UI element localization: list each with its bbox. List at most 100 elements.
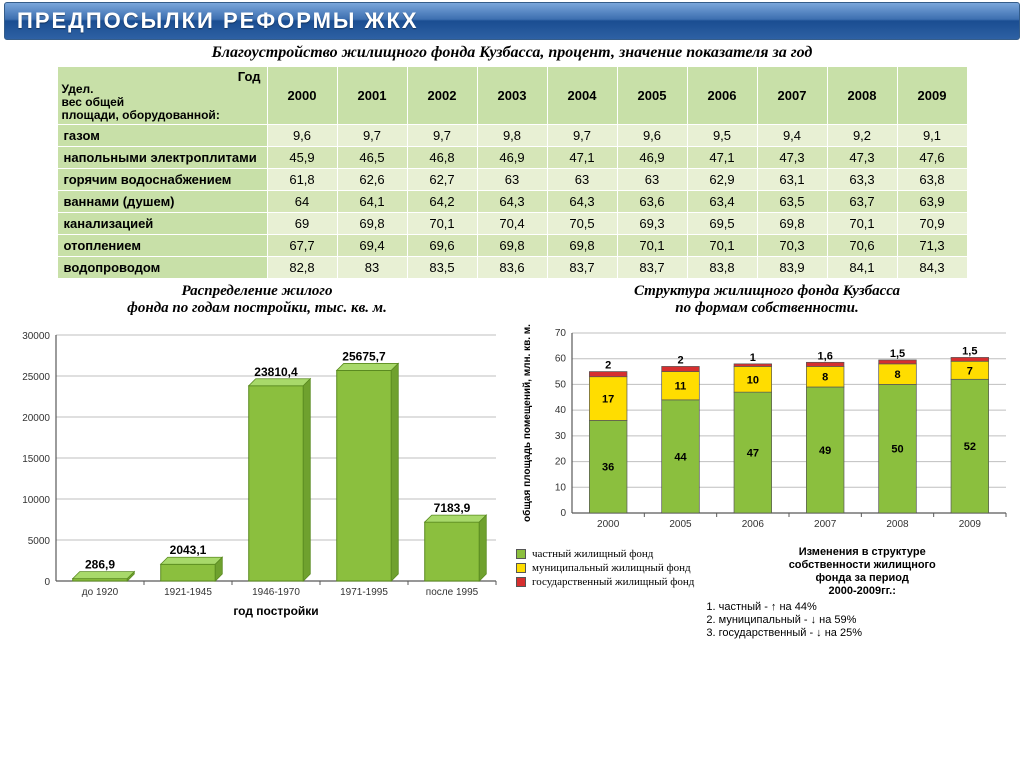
table-cell: 9,7 <box>547 125 617 147</box>
table-cell: 47,3 <box>757 147 827 169</box>
table-cell: 69,5 <box>687 213 757 235</box>
row-label: канализацией <box>57 213 267 235</box>
svg-text:после 1995: после 1995 <box>426 587 479 598</box>
table-cell: 64,3 <box>547 191 617 213</box>
table-cell: 64,3 <box>477 191 547 213</box>
table-cell: 63 <box>547 169 617 191</box>
table-cell: 69 <box>267 213 337 235</box>
table-cell: 9,7 <box>337 125 407 147</box>
table-cell: 61,8 <box>267 169 337 191</box>
year-header: 2006 <box>687 67 757 125</box>
row-label: водопроводом <box>57 257 267 279</box>
chart2-panel: Структура жилищного фонда Кузбассапо фор… <box>516 283 1018 640</box>
legend-item: муниципальный жилищный фонд <box>516 562 694 574</box>
legend-item: частный жилищный фонд <box>516 548 694 560</box>
row-label: ваннами (душем) <box>57 191 267 213</box>
table-cell: 64,1 <box>337 191 407 213</box>
table-cell: 63,7 <box>827 191 897 213</box>
table-cell: 83,7 <box>547 257 617 279</box>
table-cell: 46,5 <box>337 147 407 169</box>
table-cell: 45,9 <box>267 147 337 169</box>
table-subtitle: Благоустройство жилищного фонда Кузбасса… <box>0 44 1024 62</box>
svg-text:25675,7: 25675,7 <box>342 349 386 363</box>
chart1-svg: 050001000015000200002500030000286,9до 19… <box>6 321 506 621</box>
svg-text:5000: 5000 <box>28 536 51 547</box>
svg-text:23810,4: 23810,4 <box>254 365 298 379</box>
table-cell: 46,9 <box>477 147 547 169</box>
svg-text:60: 60 <box>555 354 567 365</box>
row-label: газом <box>57 125 267 147</box>
svg-text:17: 17 <box>602 394 614 406</box>
svg-text:20000: 20000 <box>22 413 50 424</box>
table-cell: 64,2 <box>407 191 477 213</box>
table-cell: 84,1 <box>827 257 897 279</box>
table-cell: 70,1 <box>827 213 897 235</box>
table-cell: 69,8 <box>547 235 617 257</box>
table-cell: 47,3 <box>827 147 897 169</box>
corner-year: Год <box>238 69 261 84</box>
svg-text:1946-1970: 1946-1970 <box>252 587 300 598</box>
svg-text:год постройки: год постройки <box>233 604 318 618</box>
table-cell: 63,4 <box>687 191 757 213</box>
svg-text:2: 2 <box>605 360 611 372</box>
table-cell: 83,7 <box>617 257 687 279</box>
svg-text:10: 10 <box>555 482 567 493</box>
svg-text:1,5: 1,5 <box>962 345 977 357</box>
svg-text:70: 70 <box>555 328 567 339</box>
data-table: Год Удел.вес общейплощади, оборудованной… <box>57 66 968 279</box>
svg-text:11: 11 <box>675 381 687 393</box>
table-cell: 9,6 <box>267 125 337 147</box>
svg-text:2006: 2006 <box>742 519 765 530</box>
table-cell: 69,6 <box>407 235 477 257</box>
table-cell: 83,6 <box>477 257 547 279</box>
svg-text:30000: 30000 <box>22 331 50 342</box>
table-row: канализацией6969,870,170,470,569,369,569… <box>57 213 967 235</box>
svg-text:2000: 2000 <box>597 519 620 530</box>
year-header: 2002 <box>407 67 477 125</box>
year-header: 2003 <box>477 67 547 125</box>
table-cell: 63,3 <box>827 169 897 191</box>
svg-text:286,9: 286,9 <box>85 558 115 572</box>
chart2-svg: 010203040506070общая площадь помещений, … <box>516 321 1016 539</box>
table-cell: 62,7 <box>407 169 477 191</box>
row-label: отоплением <box>57 235 267 257</box>
svg-text:до 1920: до 1920 <box>82 587 119 598</box>
table-cell: 70,9 <box>897 213 967 235</box>
table-cell: 70,6 <box>827 235 897 257</box>
table-cell: 69,8 <box>337 213 407 235</box>
table-row: водопроводом82,88383,583,683,783,783,883… <box>57 257 967 279</box>
table-cell: 69,8 <box>477 235 547 257</box>
table-cell: 69,8 <box>757 213 827 235</box>
corner-header: Год Удел.вес общейплощади, оборудованной… <box>57 67 267 125</box>
svg-text:0: 0 <box>560 508 566 519</box>
corner-rest: Удел.вес общейплощади, оборудованной: <box>62 83 220 122</box>
svg-text:20: 20 <box>555 457 567 468</box>
table-cell: 63 <box>617 169 687 191</box>
chart1-title: Распределение жилогофонда по годам постр… <box>6 283 508 317</box>
svg-text:1,6: 1,6 <box>818 350 833 362</box>
year-header: 2004 <box>547 67 617 125</box>
svg-text:1: 1 <box>750 352 756 364</box>
svg-text:7: 7 <box>967 365 973 377</box>
table-cell: 9,2 <box>827 125 897 147</box>
table-cell: 69,4 <box>337 235 407 257</box>
svg-text:8: 8 <box>894 369 900 381</box>
table-cell: 9,8 <box>477 125 547 147</box>
svg-text:25000: 25000 <box>22 372 50 383</box>
svg-text:49: 49 <box>819 445 831 457</box>
table-cell: 84,3 <box>897 257 967 279</box>
chart2-legend: частный жилищный фонд муниципальный жилищ… <box>516 546 694 640</box>
svg-text:1,5: 1,5 <box>890 348 905 360</box>
table-row: отоплением67,769,469,669,869,870,170,170… <box>57 235 967 257</box>
table-cell: 9,1 <box>897 125 967 147</box>
page-title-banner: ПРЕДПОСЫЛКИ РЕФОРМЫ ЖКХ <box>4 2 1020 40</box>
table-cell: 63,8 <box>897 169 967 191</box>
year-header: 2001 <box>337 67 407 125</box>
table-cell: 62,9 <box>687 169 757 191</box>
table-cell: 62,6 <box>337 169 407 191</box>
table-cell: 9,4 <box>757 125 827 147</box>
svg-text:15000: 15000 <box>22 454 50 465</box>
svg-text:2043,1: 2043,1 <box>170 543 207 557</box>
table-cell: 70,1 <box>687 235 757 257</box>
svg-text:2: 2 <box>677 354 683 366</box>
